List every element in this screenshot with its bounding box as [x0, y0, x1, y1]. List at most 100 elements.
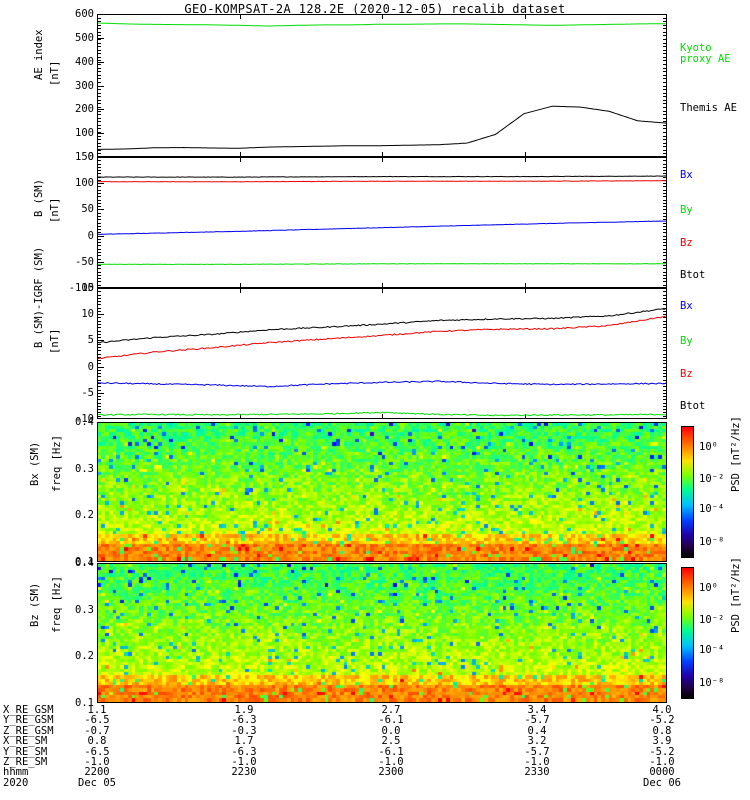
- ytickmark-minor-b-sm-igrf-25: [97, 369, 101, 371]
- ytickmark-minor-right-b-sm-31: [663, 258, 667, 260]
- xtickmark-b-sm-igrf-4-1: [666, 288, 667, 293]
- xtickmark-bx-spectrogram-4-0: [666, 557, 667, 562]
- ytickmark-minor-b-sm-igrf-1: [97, 291, 101, 293]
- ytickmark-minor-right-b-sm-igrf-24: [663, 366, 667, 368]
- ytickmark-minor-b-sm-igrf-35: [97, 402, 101, 404]
- ytickmark-minor-b-sm-30: [97, 255, 101, 257]
- ytickmark-minor-right-b-sm-10: [663, 189, 667, 191]
- ytickmark-minor-b-sm-igrf-12: [97, 327, 101, 329]
- ytickmark-minor-right-b-sm-igrf-5: [663, 304, 667, 306]
- ytickmark-minor-ae-index-2: [97, 21, 101, 23]
- colorbar-tick-bx-spectrogram-1: 10⁻²: [699, 472, 725, 485]
- ytickmark-minor-right-b-sm-14: [663, 202, 667, 204]
- ytickmark-minor-b-sm-igrf-5: [97, 304, 101, 306]
- ytick-b-sm-igrf-3: 0: [87, 360, 94, 373]
- ytickmark-minor-right-b-sm-igrf-11: [663, 324, 667, 326]
- ytickmark-minor-right-b-sm-34: [663, 268, 667, 270]
- ytickmark-minor-right-b-sm-igrf-36: [663, 405, 667, 407]
- ytick-ae-index-2: 400: [75, 55, 94, 68]
- ytickmark-minor-right-b-sm-20: [663, 222, 667, 224]
- ephemeris-row-label-5: Z_RE_SM: [3, 756, 48, 768]
- ephemeris-row-label-3: X_RE_SM: [3, 735, 48, 748]
- ytickmark-ae-index-1: [97, 37, 104, 39]
- ytickmark-minor-right-b-sm-igrf-12: [663, 327, 667, 329]
- ytickmark-minor-right-b-sm-9: [663, 186, 667, 188]
- legend-line: Bx: [680, 169, 693, 182]
- xtickmark-b-sm-3-0: [524, 283, 526, 288]
- ytickmark-minor-b-sm-igrf-24: [97, 366, 101, 368]
- ytickmark-minor-right-b-sm-igrf-14: [663, 333, 667, 335]
- ytick-b-sm-5: -100: [68, 282, 94, 294]
- colorbar-tick-bx-spectrogram-2: 10⁻⁴: [699, 503, 725, 516]
- ytickmark-minor-b-sm-igrf-9: [97, 317, 101, 319]
- ytickmark-minor-b-sm-igrf-21: [97, 356, 101, 358]
- xtickmark-b-sm-3-1: [524, 157, 526, 162]
- ytickmark-minor-right-b-sm-igrf-23: [663, 363, 667, 365]
- xtickmark-ae-index-4-1: [666, 14, 667, 19]
- ytickmark-minor-ae-index-35: [97, 139, 101, 141]
- ytickmark-minor-ae-index-11: [97, 53, 101, 55]
- ytickmark-minor-right-b-sm-40: [663, 287, 667, 288]
- ytick-b-sm-1: 100: [75, 177, 94, 190]
- ytickmark-minor-b-sm-igrf-36: [97, 405, 101, 407]
- trace-by: [98, 263, 666, 266]
- xtickmark-ae-index-1-0: [239, 152, 241, 157]
- ytickmark-minor-ae-index-6: [97, 35, 101, 37]
- ephemeris-value-3-2: 0.4: [527, 724, 547, 737]
- legend-line: proxy AE: [680, 52, 731, 65]
- legend-ae-index-themis-ae: Themis AE: [680, 102, 737, 114]
- ytickmark-minor-right-b-sm-22: [663, 229, 667, 231]
- ytickmark-minor-right-b-sm-igrf-28: [663, 379, 667, 381]
- ytickmark-minor-b-sm-8: [97, 183, 101, 185]
- xtickmark-b-sm-igrf-0-0: [97, 414, 98, 419]
- ytickmark-minor-b-sm-26: [97, 242, 101, 244]
- ytick-bx-spectrogram-1: 0.3: [75, 462, 94, 475]
- trace-bz: [98, 179, 666, 183]
- ephemeris-value-2-5: -1.0: [378, 756, 404, 768]
- ytickmark-minor-right-b-sm-11: [663, 193, 667, 195]
- ytickmark-minor-b-sm-igrf-20: [97, 353, 101, 355]
- ytick-b-sm-igrf-2: 5: [87, 334, 94, 347]
- trace-btot: [98, 175, 666, 178]
- legend-line: Bz: [680, 237, 693, 250]
- xtickmark-b-sm-0-1: [97, 157, 98, 162]
- xtickmark-b-sm-igrf-2-1: [382, 288, 383, 293]
- ytickmark-minor-ae-index-5: [97, 31, 101, 33]
- ytickmark-minor-b-sm-igrf-4: [97, 301, 101, 303]
- ytickmark-minor-b-sm-3: [97, 166, 101, 168]
- xtickmark-b-sm-igrf-3-1: [524, 288, 526, 293]
- ytickmark-minor-right-ae-index-17: [663, 74, 667, 76]
- xtickmark-b-sm-4-1: [666, 157, 667, 162]
- ephemeris-value-1-2: -0.3: [231, 724, 257, 737]
- ytickmark-minor-right-b-sm-igrf-35: [663, 402, 667, 404]
- spectrogram-bx-spectrogram: [98, 423, 666, 561]
- ytickmark-minor-b-sm-33: [97, 265, 101, 267]
- ytickmark-minor-b-sm-igrf-0: [97, 288, 101, 289]
- xtickmark-b-sm-igrf-2-0: [382, 414, 383, 419]
- ytickmark-minor-right-bx-spectrogram-50: [663, 561, 667, 562]
- xtickmark-b-sm-0-0: [97, 283, 98, 288]
- xtickmark-b-sm-igrf-0-1: [97, 288, 98, 293]
- ytickmark-minor-ae-index-34: [97, 135, 101, 137]
- ytickmark-minor-right-ae-index-27: [663, 110, 667, 112]
- ephemeris-value-2-2: 0.0: [381, 724, 401, 737]
- ytickmark-minor-b-sm-igrf-33: [97, 396, 101, 398]
- ytickmark-minor-right-b-sm-igrf-4: [663, 301, 667, 303]
- ytickmark-minor-ae-index-22: [97, 92, 101, 94]
- ytickmark-minor-right-ae-index-22: [663, 92, 667, 94]
- ytickmark-minor-b-sm-igrf-16: [97, 340, 101, 342]
- ytickmark-minor-right-ae-index-18: [663, 78, 667, 80]
- ytickmark-minor-b-sm-igrf-10: [97, 320, 101, 322]
- ytick-b-sm-igrf-4: -5: [81, 386, 94, 399]
- legend-b-sm-by: By: [680, 205, 693, 216]
- ytickmark-minor-b-sm-25: [97, 238, 101, 240]
- ytickmark-minor-b-sm-igrf-26: [97, 373, 101, 375]
- ytickmark-minor-b-sm-igrf-15: [97, 337, 101, 339]
- ytickmark-minor-ae-index-15: [97, 67, 101, 69]
- ytickmark-minor-b-sm-igrf-32: [97, 392, 101, 394]
- ytickmark-minor-right-ae-index-6: [663, 35, 667, 37]
- ytickmark-minor-b-sm-23: [97, 232, 101, 234]
- ytickmark-minor-ae-index-7: [97, 39, 101, 41]
- ytickmark-minor-right-b-sm-igrf-10: [663, 320, 667, 322]
- ytickmark-minor-right-b-sm-igrf-32: [663, 392, 667, 394]
